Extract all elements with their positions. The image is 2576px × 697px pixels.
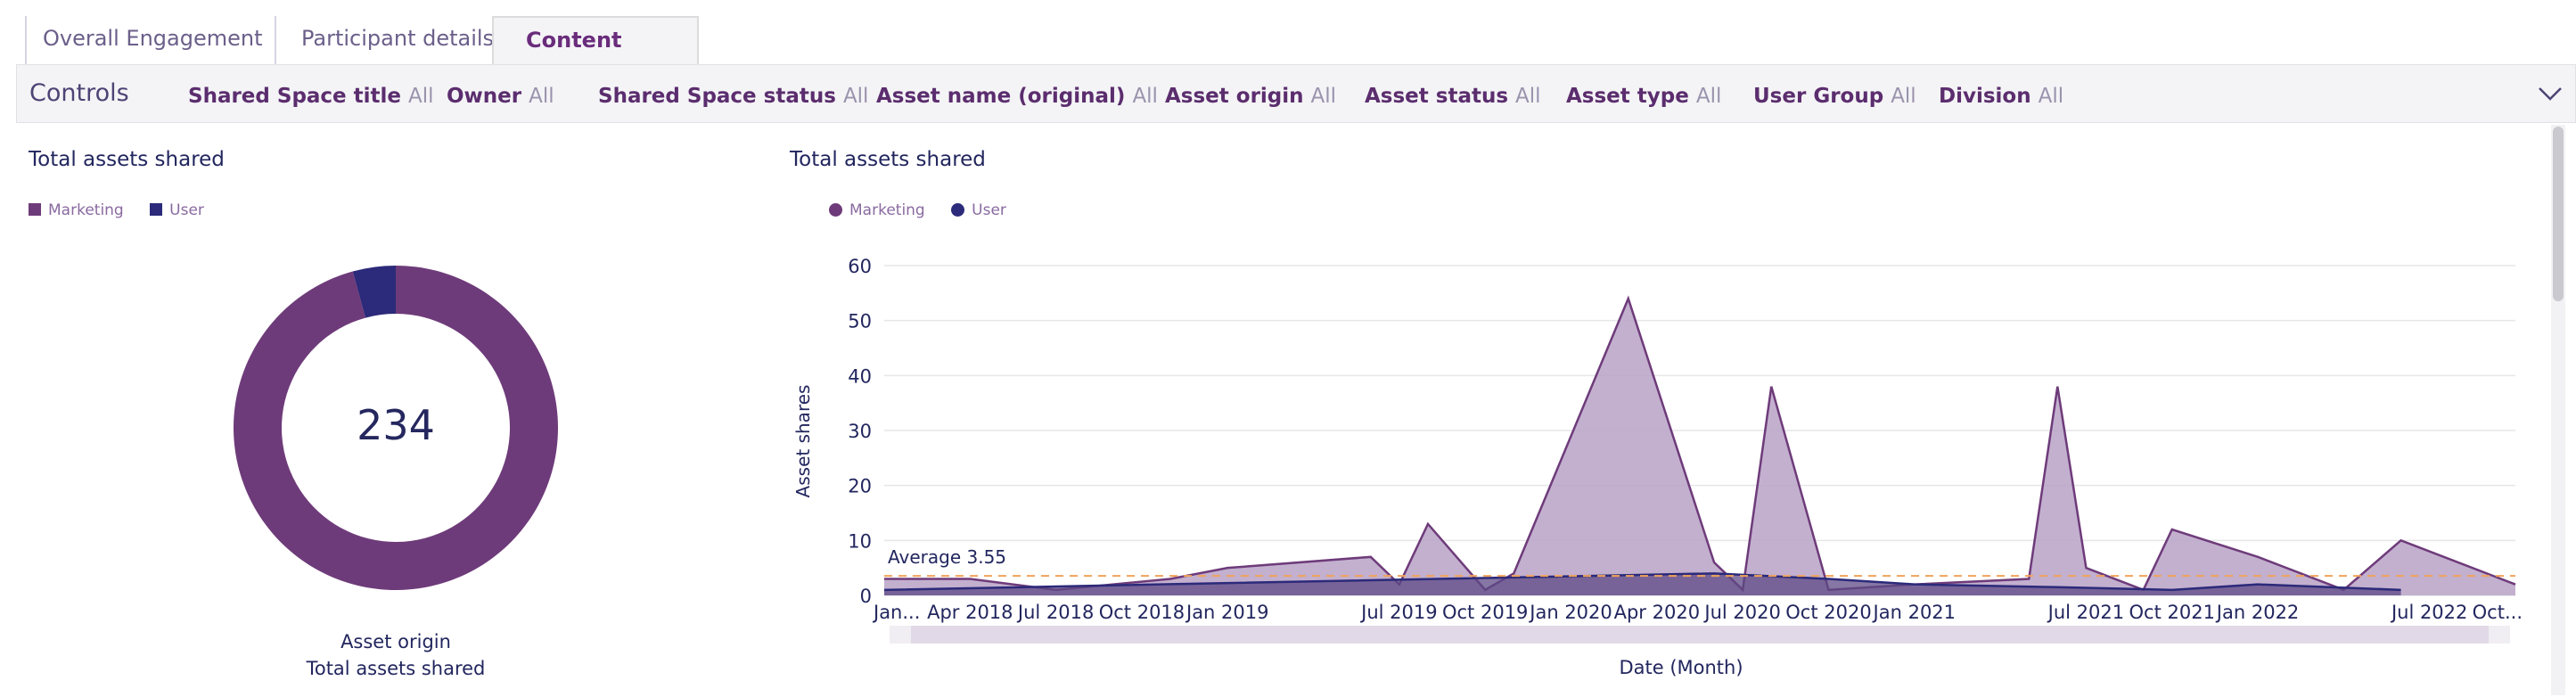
filter-value: All <box>408 85 434 108</box>
x-tick-label: Apr 2020 <box>1614 602 1700 623</box>
donut-panel-title: Total assets shared <box>29 148 225 171</box>
x-axis-label: Date (Month) <box>1619 657 1743 678</box>
y-tick-label: 30 <box>848 421 872 442</box>
filter-value: All <box>842 85 869 108</box>
legend-swatch <box>150 203 163 216</box>
donut-total: 234 <box>357 401 435 449</box>
y-tick-label: 0 <box>860 586 872 607</box>
x-tick-label: Oct 2019 <box>1442 602 1528 623</box>
filter-label: Shared Space title <box>188 85 402 108</box>
scrollbar-thumb[interactable] <box>2553 127 2564 301</box>
legend-item-user[interactable]: User <box>150 201 204 219</box>
line-series-user <box>883 572 2401 592</box>
y-tick-label: 10 <box>848 530 872 552</box>
filter-user-group[interactable]: User Group All <box>1753 85 1916 108</box>
filter-label: Division <box>1939 85 2031 108</box>
x-tick-label: Jan 2022 <box>2215 602 2300 623</box>
x-axis-ticks: Jan... Apr 2018 Jul 2018 Oct 2018 Jan 2019 Ju… <box>872 602 2523 623</box>
y-tick-label: 40 <box>848 365 872 387</box>
filter-value: All <box>1310 85 1337 108</box>
filter-owner[interactable]: Owner All <box>447 85 554 108</box>
donut-chart <box>234 266 558 590</box>
area-legend: Marketing User <box>829 201 1028 219</box>
range-brush <box>890 626 2510 644</box>
y-tick-label: 50 <box>848 311 872 332</box>
tab-bar: Overall Engagement Participant details C… <box>16 0 2576 97</box>
x-tick-label: Jul 2020 <box>1702 602 1780 623</box>
donut-caption-origin: Asset origin <box>340 631 451 652</box>
x-tick-label: Jan 2019 <box>1185 602 1269 623</box>
legend-dot <box>829 203 842 217</box>
y-tick-label: 20 <box>848 476 872 497</box>
legend-item-marketing[interactable]: Marketing <box>29 201 124 219</box>
y-tick-label: 60 <box>848 256 872 277</box>
legend-label: User <box>972 201 1006 219</box>
area-panel-title: Total assets shared <box>790 148 986 171</box>
donut-caption-total: Total assets shared <box>306 658 486 679</box>
legend-label: Marketing <box>48 201 124 219</box>
tab-content-details[interactable]: Content details <box>492 16 699 97</box>
filter-value: All <box>1695 85 1722 108</box>
tab-overall-engagement[interactable]: Overall Engagement <box>25 16 275 64</box>
controls-bar: Controls Shared Space title All Owner All … <box>16 64 2576 123</box>
filter-label: User Group <box>1753 85 1884 108</box>
x-tick-label: Jul 2018 <box>1016 602 1094 623</box>
tab-participant-details[interactable]: Participant details <box>275 16 508 64</box>
legend-label: User <box>169 201 204 219</box>
legend-swatch <box>29 203 41 216</box>
legend-item-user[interactable]: User <box>951 201 1006 219</box>
filter-shared-space-title[interactable]: Shared Space title All <box>188 85 434 108</box>
filter-label: Asset type <box>1566 85 1689 108</box>
filter-label: Asset origin <box>1165 85 1304 108</box>
filter-label: Shared Space status <box>598 85 836 108</box>
donut-slice-user[interactable] <box>352 266 396 318</box>
average-line: Average 3.55 <box>884 546 2515 578</box>
controls-title: Controls <box>29 79 129 107</box>
filter-value: All <box>529 85 554 108</box>
chevron-down-icon[interactable] <box>2536 81 2564 106</box>
brush-selection[interactable] <box>911 626 2489 644</box>
filter-asset-type[interactable]: Asset type All <box>1566 85 1721 108</box>
average-label: Average 3.55 <box>888 546 1006 568</box>
donut-slice-marketing[interactable] <box>234 266 558 590</box>
filter-value: All <box>1891 85 1916 108</box>
x-tick-label: Oct 2018 <box>1099 602 1185 623</box>
x-tick-label: Jan 2020 <box>1528 602 1612 623</box>
filter-value: All <box>1132 85 1158 108</box>
legend-item-marketing[interactable]: Marketing <box>829 201 925 219</box>
y-axis-label: Asset shares <box>792 385 814 498</box>
filter-asset-origin[interactable]: Asset origin All <box>1165 85 1336 108</box>
filter-asset-status[interactable]: Asset status All <box>1365 85 1541 108</box>
x-tick-label: Jan... <box>872 602 920 623</box>
x-tick-label: Oct 2021 <box>2129 602 2215 623</box>
donut-legend: Marketing User <box>29 201 226 219</box>
area-series-marketing[interactable] <box>884 299 2515 595</box>
x-tick-label: Jul 2022 <box>2390 602 2467 623</box>
area-chart: 0 10 20 30 40 50 60 Average 3.55 Jan... Apr 201… <box>792 256 2523 678</box>
legend-label: Marketing <box>849 201 925 219</box>
legend-dot <box>951 203 965 217</box>
y-axis-ticks: 0 10 20 30 40 50 60 <box>848 256 872 607</box>
filter-value: All <box>1515 85 1541 108</box>
filter-shared-space-status[interactable]: Shared Space status All <box>598 85 868 108</box>
x-tick-label: Apr 2018 <box>927 602 1013 623</box>
x-tick-label: Oct 2020 <box>1785 602 1871 623</box>
filter-label: Asset name (original) <box>876 85 1126 108</box>
filter-division[interactable]: Division All <box>1939 85 2063 108</box>
x-tick-label: Jul 2019 <box>1359 602 1437 623</box>
filter-asset-name[interactable]: Asset name (original) All <box>876 85 1158 108</box>
x-tick-label: Jan 2021 <box>1872 602 1957 623</box>
filter-label: Owner <box>447 85 522 108</box>
area-series-user[interactable] <box>884 573 2401 595</box>
series-areas <box>883 295 2516 595</box>
filter-value: All <box>2038 85 2064 108</box>
x-tick-label: Oct... <box>2473 602 2523 623</box>
filter-label: Asset status <box>1365 85 1509 108</box>
x-tick-label: Jul 2021 <box>2047 602 2124 623</box>
